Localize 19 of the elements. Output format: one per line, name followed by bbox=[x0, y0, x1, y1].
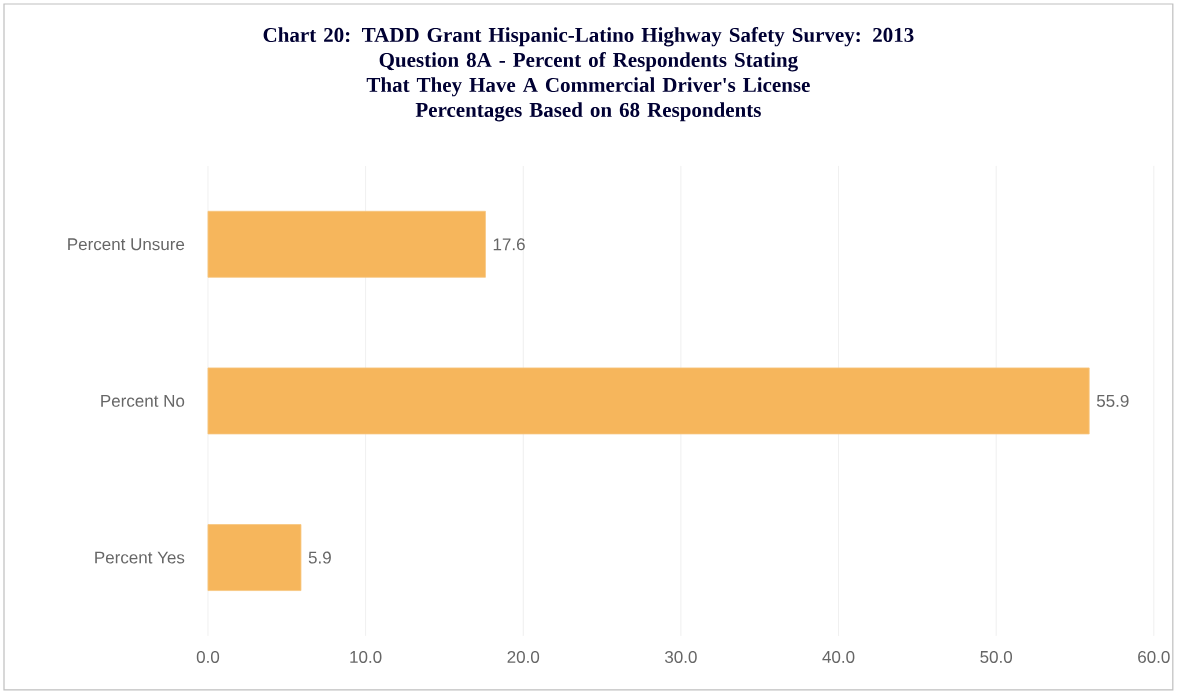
bar bbox=[207, 524, 302, 592]
x-tick-label: 20.0 bbox=[507, 651, 540, 664]
bar bbox=[207, 210, 486, 278]
chart-title: Chart 20: TADD Grant Hispanic-Latino Highway Safety Survey: 2013 bbox=[263, 27, 914, 47]
y-tick-label: Percent Unsure bbox=[68, 238, 185, 251]
bar bbox=[207, 367, 1090, 435]
data-label: 55.9 bbox=[1096, 394, 1129, 407]
text: Percentages Based on 68 Respondents bbox=[415, 102, 761, 122]
x-tick-label: 0.0 bbox=[196, 651, 220, 664]
y-tick-label: Percent Yes bbox=[95, 551, 185, 564]
y-tick-label: Percent No bbox=[101, 395, 185, 407]
data-label: 17.6 bbox=[493, 238, 525, 251]
x-tick-label: 50.0 bbox=[980, 651, 1013, 664]
x-tick-label: 60.0 bbox=[1138, 651, 1170, 664]
data-label: 5.9 bbox=[308, 551, 331, 564]
chart-subtitle: Question 8A - Percent of Respondents Stating That They Have A Commercial Driver's License bbox=[366, 52, 810, 97]
x-tick-label: 10.0 bbox=[350, 651, 382, 664]
x-tick-label: 30.0 bbox=[665, 651, 697, 664]
x-tick-label: 40.0 bbox=[822, 651, 855, 664]
